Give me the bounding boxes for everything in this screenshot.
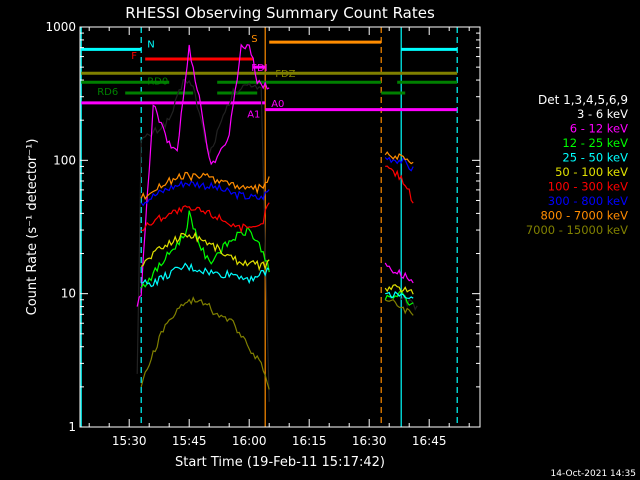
y-tick-label-3: 1000 xyxy=(45,20,76,34)
y-tick-label-2: 100 xyxy=(53,153,76,167)
legend-entry-5: 100 - 300 keV xyxy=(548,180,628,194)
x-tick-label-0: 15:30 xyxy=(112,434,147,448)
x-axis-ticks: 15:30 15:45 16:00 16:15 16:30 16:45 xyxy=(88,27,470,448)
legend-entry-2: 12 - 25 keV xyxy=(562,136,628,150)
legend-entry-0: 3 - 6 keV xyxy=(577,107,628,121)
legend-entry-4: 50 - 100 keV xyxy=(555,165,628,179)
legend-entry-7: 800 - 7000 keV xyxy=(540,209,628,223)
series-line-3 xyxy=(141,262,414,300)
series-line-5 xyxy=(141,165,414,234)
series-line-4 xyxy=(140,231,414,295)
flag-label-fdi: FDI xyxy=(251,63,267,74)
series-line-7 xyxy=(140,151,414,201)
flag-label-n: N xyxy=(147,39,154,50)
legend-entry-1: 6 - 12 keV xyxy=(570,122,628,136)
chart-title: RHESSI Observing Summary Count Rates xyxy=(125,4,435,22)
x-tick-label-2: 16:00 xyxy=(232,434,267,448)
y-axis-ticks: 1 10 100 1000 xyxy=(45,20,480,434)
x-tick-label-3: 16:15 xyxy=(292,434,327,448)
generation-timestamp: 14-Oct-2021 14:35 xyxy=(551,469,636,479)
flag-label-a1: A1 xyxy=(247,110,260,121)
data-series xyxy=(136,43,418,402)
x-tick-label-1: 15:45 xyxy=(172,434,207,448)
x-tick-label-4: 16:30 xyxy=(352,434,387,448)
y-tick-label-1: 10 xyxy=(61,287,76,301)
legend-entry-6: 300 - 800 keV xyxy=(548,194,628,208)
legend-entry-8: 7000 - 15000 keV xyxy=(526,223,628,237)
flag-label-a0: A0 xyxy=(271,99,284,110)
x-tick-label-5: 16:45 xyxy=(412,434,447,448)
flag-label-s: S xyxy=(251,34,257,45)
y-axis-label: Count Rate (s⁻¹ detector⁻¹) xyxy=(25,139,40,316)
legend-title: Det 1,3,4,5,6,9 xyxy=(538,93,628,107)
legend-entry-3: 25 - 50 keV xyxy=(562,151,628,165)
series-line-6 xyxy=(140,156,414,207)
flag-label-f: F xyxy=(131,51,137,62)
flag-label-rd6: RD6 xyxy=(97,87,118,98)
series-line-0 xyxy=(136,79,418,402)
flag-bars: N S F FDI FDZ RD0 RD6 A0 A1 xyxy=(81,34,458,121)
y-tick-label-0: 1 xyxy=(68,420,76,434)
flag-label-fdz: FDZ xyxy=(275,69,295,80)
series-line-1 xyxy=(136,43,414,307)
flag-label-rd0: RD0 xyxy=(147,76,168,87)
plot-frame xyxy=(79,26,481,428)
x-axis-label: Start Time (19-Feb-11 15:17:42) xyxy=(175,455,385,470)
series-line-8 xyxy=(140,296,414,390)
